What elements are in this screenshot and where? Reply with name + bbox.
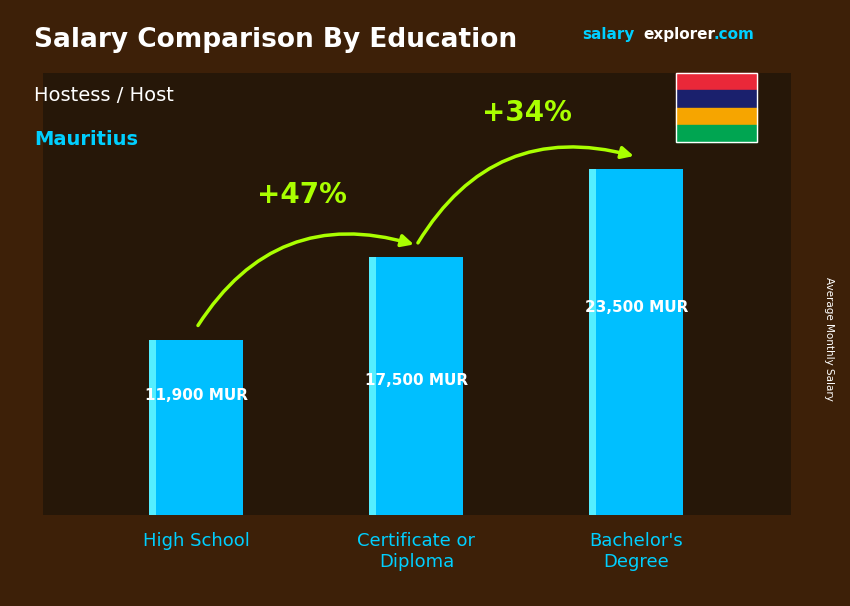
Bar [590, 168, 683, 515]
Text: Mauritius: Mauritius [34, 130, 138, 149]
Bar [369, 257, 377, 515]
Text: +34%: +34% [482, 99, 571, 127]
Text: +47%: +47% [258, 181, 347, 209]
Text: .com: .com [713, 27, 754, 42]
Text: 17,500 MUR: 17,500 MUR [365, 373, 468, 388]
Text: Salary Comparison By Education: Salary Comparison By Education [34, 27, 517, 53]
Text: Average Monthly Salary: Average Monthly Salary [824, 278, 834, 401]
Bar [149, 339, 156, 515]
Text: salary: salary [582, 27, 635, 42]
Bar [371, 257, 462, 515]
Text: 23,500 MUR: 23,500 MUR [585, 300, 688, 315]
Text: 11,900 MUR: 11,900 MUR [145, 388, 248, 403]
Bar [150, 339, 243, 515]
Text: explorer: explorer [643, 27, 716, 42]
Bar [589, 168, 597, 515]
Text: Hostess / Host: Hostess / Host [34, 86, 174, 105]
